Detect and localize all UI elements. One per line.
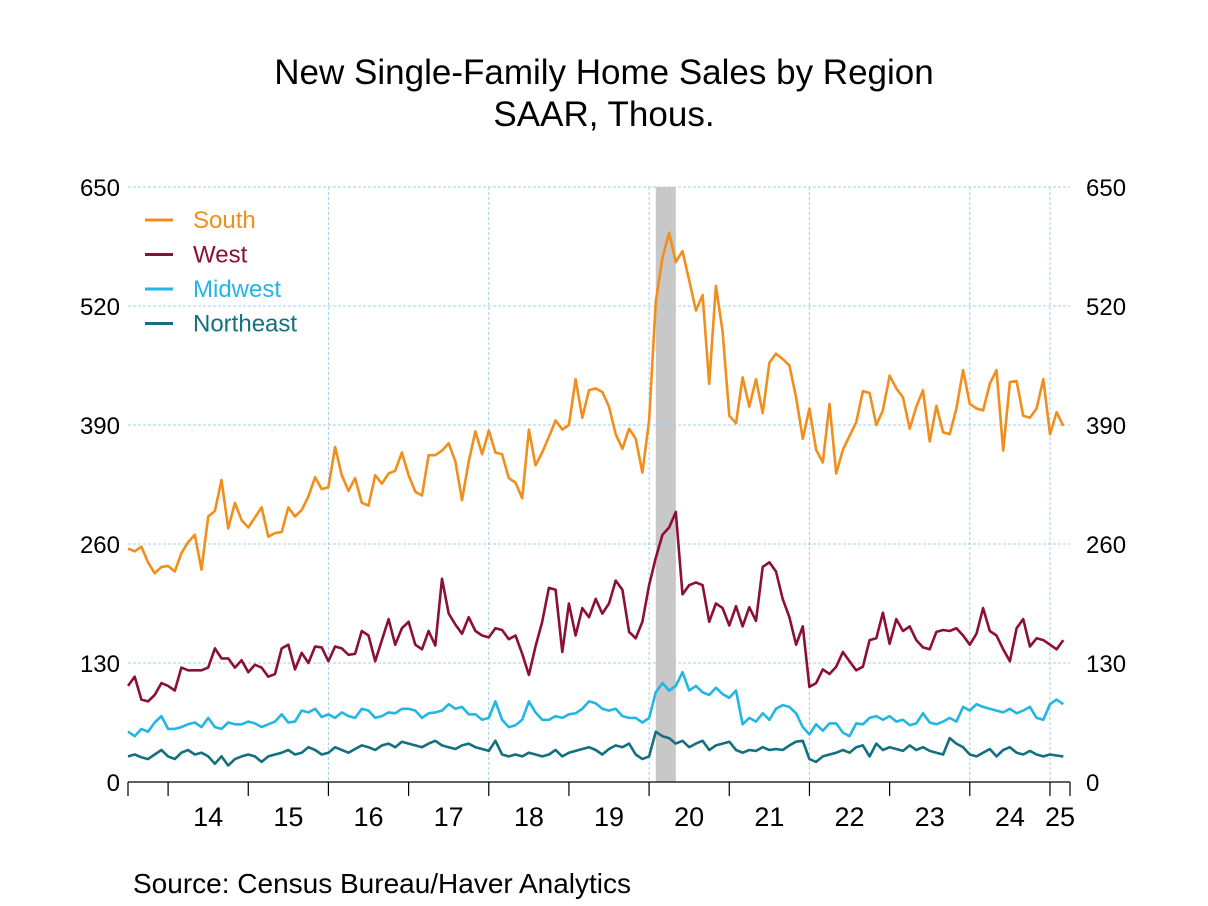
x-tick-label: 21	[754, 802, 784, 832]
series-line-west	[126, 510, 1065, 703]
x-tick-label: 20	[674, 802, 704, 832]
series-line-northeast	[127, 730, 1064, 767]
y-tick-label-right: 130	[1086, 651, 1126, 678]
x-tick-label: 17	[434, 802, 464, 832]
legend-label-northeast: Northeast	[193, 311, 297, 338]
x-tick-label: 19	[594, 802, 624, 832]
y-tick-label-left: 390	[80, 413, 120, 440]
x-tick-label: 14	[193, 802, 223, 832]
y-tick-label-left: 520	[80, 294, 120, 321]
y-tick-label-left: 130	[80, 651, 120, 678]
x-tick-label: 15	[273, 802, 303, 832]
y-tick-label-right: 390	[1086, 413, 1126, 440]
y-tick-label-left: 0	[107, 770, 120, 797]
x-tick-label: 24	[995, 802, 1025, 832]
source-note: Source: Census Bureau/Haver Analytics	[133, 868, 632, 899]
y-tick-label-left: 260	[80, 532, 120, 559]
legend-label-west: West	[193, 242, 248, 269]
recession-band	[655, 187, 676, 782]
series-line-midwest	[127, 670, 1065, 738]
y-tick-label-right: 650	[1086, 175, 1126, 202]
y-tick-label-right: 0	[1086, 770, 1099, 797]
legend-label-south: South	[193, 207, 256, 234]
x-tick-label: 25	[1045, 802, 1075, 832]
x-tick-label: 23	[915, 802, 945, 832]
x-tick-label: 22	[835, 802, 865, 832]
y-tick-label-right: 260	[1086, 532, 1126, 559]
y-tick-label-left: 650	[80, 175, 120, 202]
x-tick-label: 18	[514, 802, 544, 832]
x-tick-label: 16	[353, 802, 383, 832]
series-line-south	[127, 231, 1065, 575]
chart-subtitle: SAAR, Thous.	[493, 95, 715, 134]
chart-title: New Single-Family Home Sales by Region	[274, 53, 934, 92]
y-tick-label-right: 520	[1086, 294, 1126, 321]
legend-label-midwest: Midwest	[193, 276, 281, 303]
